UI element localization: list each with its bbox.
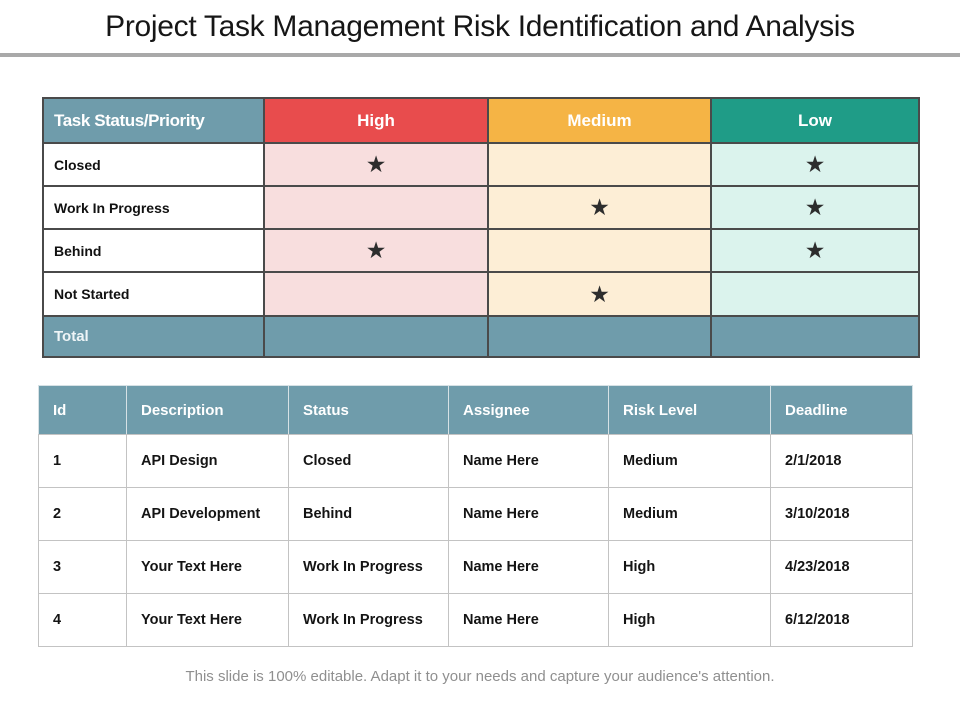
matrix-total-cell-medium [487, 315, 712, 358]
matrix-star-cell-medium: ★ [487, 271, 712, 317]
matrix-row-work-in-progress: Work In Progress ★ ★ [42, 185, 920, 230]
matrix-header-row: Task Status/Priority High Medium Low [42, 97, 920, 144]
matrix-star-cell-low: ★ [710, 228, 920, 273]
matrix-row-label: Behind [42, 228, 265, 273]
matrix-total-cell-low [710, 315, 920, 358]
task-risk-level-badge: High [608, 593, 771, 647]
matrix-star-cell-low [710, 271, 920, 317]
task-status: Work In Progress [288, 540, 449, 594]
task-status: Work In Progress [288, 593, 449, 647]
task-assignee: Name Here [448, 593, 609, 647]
task-status: Closed [288, 434, 449, 488]
task-id: 3 [38, 540, 127, 594]
task-deadline: 4/23/2018 [770, 540, 913, 594]
task-risk-level-badge: Medium [608, 434, 771, 488]
matrix-row-label: Not Started [42, 271, 265, 317]
task-row: 3 Your Text Here Work In Progress Name H… [38, 540, 913, 594]
matrix-star-cell-medium: ★ [487, 185, 712, 230]
matrix-row-not-started: Not Started ★ [42, 271, 920, 317]
task-row: 4 Your Text Here Work In Progress Name H… [38, 593, 913, 647]
task-description: Your Text Here [126, 540, 289, 594]
task-description: API Development [126, 487, 289, 541]
editable-note: This slide is 100% editable. Adapt it to… [185, 668, 775, 685]
task-header-status: Status [288, 385, 449, 435]
task-assignee: Name Here [448, 487, 609, 541]
task-row: 2 API Development Behind Name Here Mediu… [38, 487, 913, 541]
matrix-row-behind: Behind ★ ★ [42, 228, 920, 273]
task-assignee: Name Here [448, 540, 609, 594]
task-header-deadline: Deadline [770, 385, 913, 435]
matrix-total-cell-high [263, 315, 489, 358]
matrix-row-label: Work In Progress [42, 185, 265, 230]
task-deadline: 2/1/2018 [770, 434, 913, 488]
task-description: API Design [126, 434, 289, 488]
matrix-row-label: Closed [42, 142, 265, 187]
matrix-star-cell-high: ★ [263, 142, 489, 187]
matrix-star-cell-medium [487, 228, 712, 273]
task-detail-table: Id Description Status Assignee Risk Leve… [38, 385, 913, 647]
matrix-star-cell-high [263, 271, 489, 317]
matrix-header-high: High [263, 97, 489, 144]
title-divider [0, 53, 960, 57]
task-risk-level-badge: Medium [608, 487, 771, 541]
task-assignee: Name Here [448, 434, 609, 488]
task-id: 1 [38, 434, 127, 488]
task-status: Behind [288, 487, 449, 541]
risk-matrix-table: Task Status/Priority High Medium Low Clo… [42, 97, 920, 358]
task-id: 2 [38, 487, 127, 541]
matrix-row-total: Total [42, 315, 920, 358]
page-title: Project Task Management Risk Identificat… [105, 10, 855, 43]
task-id: 4 [38, 593, 127, 647]
task-deadline: 6/12/2018 [770, 593, 913, 647]
task-header-assignee: Assignee [448, 385, 609, 435]
matrix-star-cell-high [263, 185, 489, 230]
matrix-star-cell-medium [487, 142, 712, 187]
matrix-star-cell-low: ★ [710, 185, 920, 230]
task-risk-level-badge: High [608, 540, 771, 594]
matrix-star-cell-low: ★ [710, 142, 920, 187]
task-header-risk-level: Risk Level [608, 385, 771, 435]
matrix-star-cell-high: ★ [263, 228, 489, 273]
matrix-header-task-status: Task Status/Priority [42, 97, 265, 144]
task-header-row: Id Description Status Assignee Risk Leve… [38, 385, 913, 435]
task-description: Your Text Here [126, 593, 289, 647]
task-header-id: Id [38, 385, 127, 435]
task-header-description: Description [126, 385, 289, 435]
task-row: 1 API Design Closed Name Here Medium 2/1… [38, 434, 913, 488]
matrix-header-medium: Medium [487, 97, 712, 144]
matrix-total-label: Total [42, 315, 265, 358]
task-deadline: 3/10/2018 [770, 487, 913, 541]
matrix-header-low: Low [710, 97, 920, 144]
matrix-row-closed: Closed ★ ★ [42, 142, 920, 187]
